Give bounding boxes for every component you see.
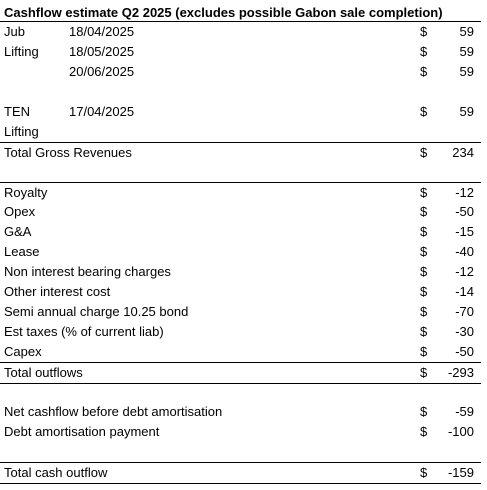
- row-label: Total cash outflow: [4, 465, 108, 480]
- currency-symbol: $: [420, 424, 428, 439]
- table-row: G&A $ -15: [0, 222, 481, 242]
- row-label: G&A: [4, 224, 32, 239]
- table-row: Est taxes (% of current liab) $ -30: [0, 322, 481, 342]
- currency-symbol: $: [420, 104, 428, 119]
- row-value: 59: [459, 64, 474, 79]
- currency-symbol: $: [420, 264, 428, 279]
- row-value: -50: [455, 344, 474, 359]
- row-label: Opex: [4, 204, 36, 219]
- currency-symbol: $: [420, 64, 428, 79]
- table-row: Total cash outflow $ -159: [0, 462, 481, 484]
- row-value: -12: [455, 185, 474, 200]
- table-row: Net cashflow before debt amortisation $ -5…: [0, 402, 481, 422]
- row-label: Royalty: [4, 185, 48, 200]
- table-row: Semi annual charge 10.25 bond $ -70: [0, 302, 481, 322]
- row-label: Non interest bearing charges: [4, 264, 171, 279]
- row-value: -50: [455, 204, 474, 219]
- table-row: Lease $ -40: [0, 242, 481, 262]
- row-label: Est taxes (% of current liab): [4, 324, 164, 339]
- table-row: Debt amortisation payment $ -100: [0, 422, 481, 442]
- table-row: Jub 18/04/2025 $59: [0, 22, 481, 42]
- table-row: Non interest bearing charges $ -12: [0, 262, 481, 282]
- row-value: -59: [455, 404, 474, 419]
- currency-symbol: $: [420, 224, 428, 239]
- currency-symbol: $: [420, 365, 428, 380]
- currency-symbol: $: [420, 284, 428, 299]
- currency-symbol: $: [420, 344, 428, 359]
- currency-symbol: $: [420, 24, 428, 39]
- row-value: 59: [459, 104, 474, 119]
- currency-symbol: $: [420, 304, 428, 319]
- table-row: TEN 17/04/2025 $59: [0, 102, 481, 122]
- row-label: Lifting: [4, 44, 39, 59]
- row-value: -159: [447, 465, 474, 480]
- currency-symbol: $: [420, 244, 428, 259]
- row-value: -30: [455, 324, 474, 339]
- table-row: Total outflows $ -293: [0, 362, 481, 384]
- row-value: 234: [452, 145, 474, 160]
- row-value: -100: [447, 424, 474, 439]
- currency-symbol: $: [420, 145, 428, 160]
- currency-symbol: $: [420, 324, 428, 339]
- row-value: 59: [459, 44, 474, 59]
- row-label: Net cashflow before debt amortisation: [4, 404, 223, 419]
- table-row: Lifting: [0, 122, 481, 142]
- table-row: 20/06/2025 $59: [0, 62, 481, 82]
- row-date: 17/04/2025: [69, 104, 135, 119]
- currency-symbol: $: [420, 44, 428, 59]
- row-value: -40: [455, 244, 474, 259]
- row-value: -70: [455, 304, 474, 319]
- row-value: -293: [447, 365, 474, 380]
- row-label: Capex: [4, 344, 42, 359]
- currency-symbol: $: [420, 465, 428, 480]
- table-row: Royalty $ -12: [0, 182, 481, 203]
- row-value: -15: [455, 224, 474, 239]
- row-value: -14: [455, 284, 474, 299]
- row-value: -12: [455, 264, 474, 279]
- title: Cashflow estimate Q2 2025 (excludes poss…: [4, 5, 443, 20]
- row-value: 59: [459, 24, 474, 39]
- row-label: Other interest cost: [4, 284, 111, 299]
- row-label: Semi annual charge 10.25 bond: [4, 304, 189, 319]
- title-rule: [0, 21, 481, 22]
- currency-symbol: $: [420, 404, 428, 419]
- row-label: TEN: [4, 104, 30, 119]
- table-row: Capex $ -50: [0, 342, 481, 362]
- currency-symbol: $: [420, 204, 428, 219]
- row-label: Lease: [4, 244, 40, 259]
- row-label: Total Gross Revenues: [4, 145, 132, 160]
- table-row: Other interest cost $ -14: [0, 282, 481, 302]
- currency-symbol: $: [420, 185, 428, 200]
- row-label: Debt amortisation payment: [4, 424, 160, 439]
- table-row: Total Gross Revenues $234: [0, 142, 481, 163]
- row-label: Lifting: [4, 124, 39, 139]
- table-row: Opex $ -50: [0, 202, 481, 222]
- row-label: Jub: [4, 24, 25, 39]
- row-date: 18/04/2025: [69, 24, 135, 39]
- row-label: Total outflows: [4, 365, 83, 380]
- table-row: Lifting 18/05/2025 $59: [0, 42, 481, 62]
- row-date: 20/06/2025: [69, 64, 135, 79]
- row-date: 18/05/2025: [69, 44, 135, 59]
